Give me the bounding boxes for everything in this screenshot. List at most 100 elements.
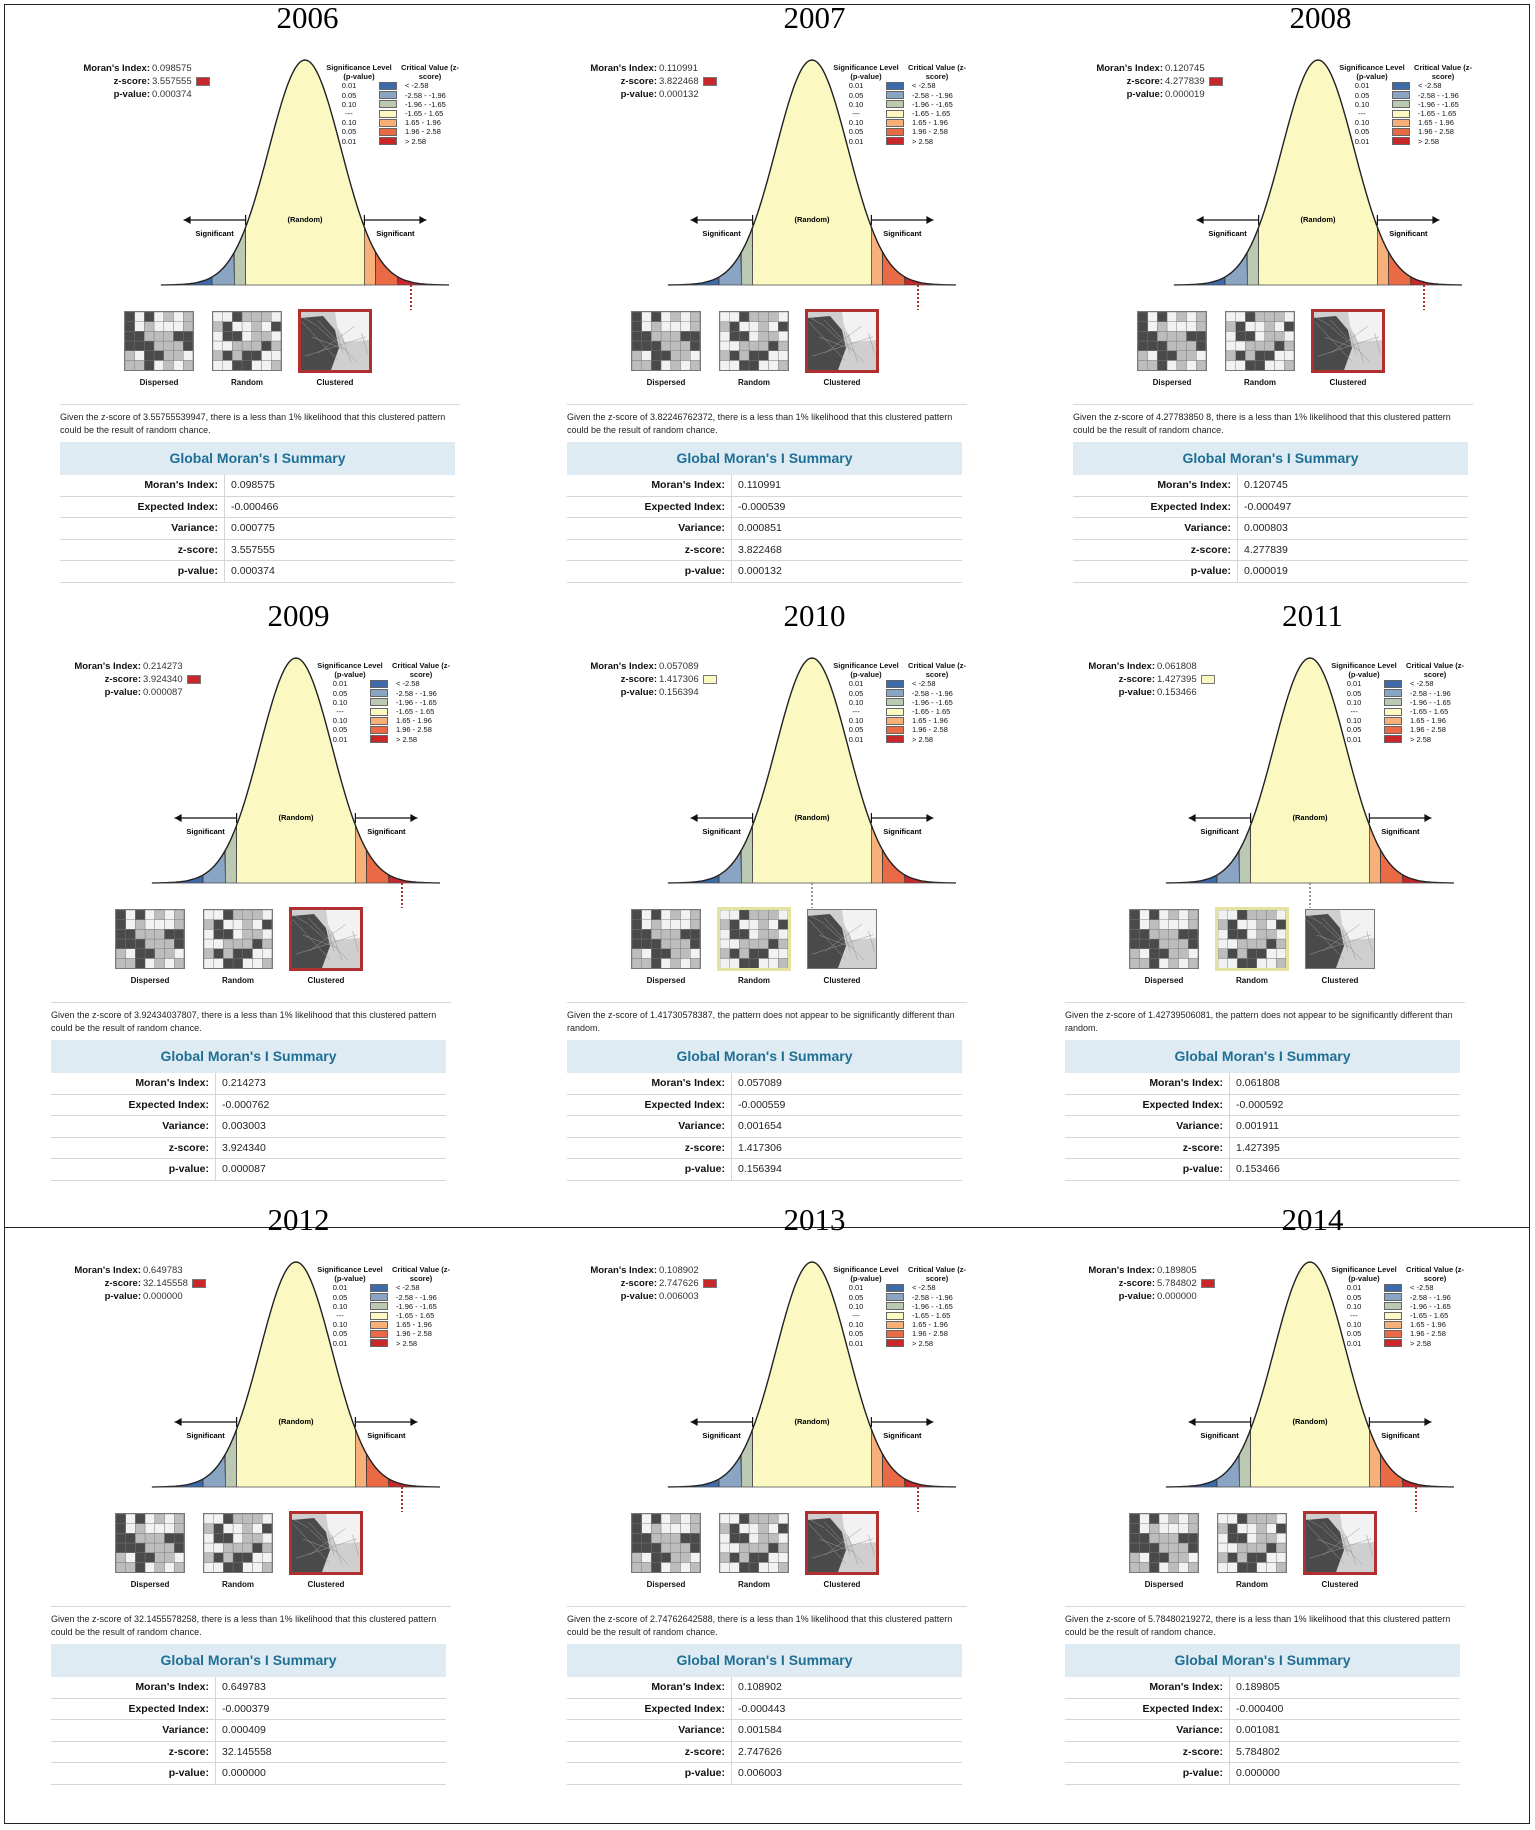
legend-pvalue: 0.10 bbox=[341, 118, 357, 128]
legend-pvalue: 0.01 bbox=[1346, 1338, 1362, 1348]
map-random: Random bbox=[719, 311, 789, 387]
stat-row-p: p-value: 0.153466 bbox=[1065, 686, 1225, 699]
legend-zscore: -2.58 - -1.96 bbox=[405, 90, 446, 100]
summary-value: 0.000132 bbox=[738, 565, 782, 578]
stat-row-moran: Moran's Index: 0.057089 bbox=[567, 660, 727, 673]
summary-label: Moran's Index: bbox=[567, 475, 732, 496]
panel-2009: 2009 Moran's Index: 0.214273 z-score: 3.9243… bbox=[46, 598, 551, 1181]
curve-outline bbox=[668, 1261, 956, 1488]
year-title: 2012 bbox=[267, 1202, 330, 1237]
z-score-swatch bbox=[1208, 76, 1223, 86]
legend-swatch bbox=[886, 680, 904, 688]
legend-pvalue: 0.01 bbox=[848, 136, 864, 146]
summary-value: 3.557555 bbox=[231, 543, 275, 556]
summary-value: 0.098575 bbox=[231, 479, 275, 492]
summary-value: 0.000851 bbox=[738, 522, 782, 535]
stat-value: 1.417306 bbox=[659, 674, 699, 685]
summary-row: z-score: 3.822468 bbox=[567, 539, 962, 561]
legend-row: 0.01 < -2.58 bbox=[1328, 679, 1488, 688]
legend-zscore: < -2.58 bbox=[912, 679, 936, 689]
legend-row: 0.05 -2.58 - -1.96 bbox=[830, 1293, 990, 1302]
legend-swatch bbox=[1384, 1320, 1402, 1329]
summary-value: 0.000374 bbox=[231, 565, 275, 578]
legend-pvalue: 0.01 bbox=[341, 136, 357, 146]
summary-label: Moran's Index: bbox=[1065, 1677, 1230, 1698]
legend-row: --- -1.65 - 1.65 bbox=[830, 1311, 990, 1320]
legend-pvalue: --- bbox=[336, 1310, 344, 1320]
curve-outline bbox=[152, 1261, 440, 1488]
legend-pvalue: 0.05 bbox=[1354, 127, 1370, 137]
map-dispersed: Dispersed bbox=[631, 1513, 701, 1589]
stat-value: 0.153466 bbox=[1157, 687, 1197, 698]
summary-label: Variance: bbox=[567, 1720, 732, 1741]
legend-row: 0.05 -2.58 - -1.96 bbox=[830, 689, 990, 698]
map-dispersed: Dispersed bbox=[631, 311, 701, 387]
significance-legend: Significance Level (p-value) Critical Val… bbox=[830, 63, 990, 146]
summary-label: p-value: bbox=[1065, 1763, 1230, 1784]
curve-band bbox=[355, 825, 367, 884]
summary-row: Moran's Index: 0.108902 bbox=[567, 1677, 962, 1699]
legend-swatch bbox=[1384, 689, 1402, 698]
map-dispersed-image bbox=[1130, 1514, 1198, 1572]
random-label: (Random) bbox=[288, 215, 323, 224]
stat-value: 4.277839 bbox=[1165, 76, 1205, 87]
stat-label: Moran's Index: bbox=[590, 1265, 657, 1276]
legend-swatch bbox=[886, 735, 904, 744]
legend-swatch bbox=[886, 1329, 904, 1338]
legend-swatch bbox=[886, 91, 904, 100]
stat-value: 3.822468 bbox=[659, 76, 699, 87]
summary-label: p-value: bbox=[567, 1763, 732, 1784]
bell-curve: Significant Significant (Random) bbox=[667, 59, 957, 310]
legend-swatch bbox=[1384, 1293, 1402, 1302]
legend-zscore: 1.65 - 1.96 bbox=[912, 716, 948, 726]
summary-label: Moran's Index: bbox=[567, 1677, 732, 1698]
stat-row-p: p-value: 0.006003 bbox=[567, 1290, 727, 1303]
stat-row-moran: Moran's Index: 0.108902 bbox=[567, 1264, 727, 1277]
legend-swatch bbox=[886, 698, 904, 707]
map-caption: Clustered bbox=[316, 378, 354, 387]
year-title: 2013 bbox=[783, 1202, 846, 1237]
significance-header: Significance Level (p-value) bbox=[833, 63, 899, 82]
map-dispersed-image bbox=[632, 1514, 700, 1572]
summary-value: -0.000443 bbox=[738, 1702, 786, 1715]
z-score-swatch bbox=[702, 76, 717, 86]
panel-2013: 2013 Moran's Index: 0.108902 z-score: 2.7476… bbox=[562, 1202, 1067, 1785]
legend-swatch bbox=[370, 735, 388, 744]
stat-value: 0.057089 bbox=[659, 661, 699, 672]
summary-label: Moran's Index: bbox=[51, 1073, 216, 1094]
legend-swatch bbox=[370, 1302, 388, 1311]
legend-row: 0.05 1.96 - 2.58 bbox=[830, 127, 990, 136]
map-caption: Random bbox=[1236, 1580, 1268, 1589]
summary-value: -0.000762 bbox=[222, 1098, 270, 1111]
summary-value: 0.057089 bbox=[738, 1077, 782, 1090]
legend-row: 0.01 < -2.58 bbox=[1336, 81, 1496, 90]
stat-row-p: p-value: 0.000019 bbox=[1073, 88, 1233, 101]
map-random-image bbox=[213, 312, 281, 370]
legend-row: 0.10 1.65 - 1.96 bbox=[830, 1320, 990, 1329]
legend-swatch bbox=[379, 91, 397, 100]
summary-row: z-score: 1.427395 bbox=[1065, 1137, 1460, 1159]
summary-title: Global Moran's I Summary bbox=[1065, 1644, 1460, 1677]
curve-band bbox=[871, 825, 883, 884]
map-caption: Dispersed bbox=[1152, 378, 1192, 387]
stats-block: Moran's Index: 0.649783 z-score: 32.145558 p… bbox=[51, 1264, 211, 1303]
legend-pvalue: 0.05 bbox=[332, 725, 348, 735]
summary-value: 0.120745 bbox=[1244, 479, 1288, 492]
stat-value: 3.924340 bbox=[143, 674, 183, 685]
summary-row: Variance: 0.003003 bbox=[51, 1116, 446, 1138]
z-score-swatch bbox=[186, 674, 201, 684]
summary-label: p-value: bbox=[60, 561, 225, 582]
legend-zscore: > 2.58 bbox=[396, 734, 418, 744]
legend-swatch bbox=[379, 127, 397, 136]
legend-zscore: < -2.58 bbox=[912, 1283, 936, 1293]
significance-header: Significance Level (p-value) bbox=[317, 1265, 383, 1284]
legend-zscore: > 2.58 bbox=[396, 1338, 418, 1348]
map-caption: Dispersed bbox=[139, 378, 179, 387]
legend-zscore: -1.96 - -1.65 bbox=[396, 1301, 437, 1311]
summary-label: Variance: bbox=[567, 1116, 732, 1137]
pattern-maps: Dispersed Random Clustered bbox=[631, 907, 1032, 990]
legend-zscore: 1.65 - 1.96 bbox=[396, 1320, 432, 1330]
summary-value: 0.108902 bbox=[738, 1681, 782, 1694]
significant-right-label: Significant bbox=[883, 827, 922, 836]
bell-curve: Significant Significant (Random) bbox=[151, 1261, 441, 1512]
